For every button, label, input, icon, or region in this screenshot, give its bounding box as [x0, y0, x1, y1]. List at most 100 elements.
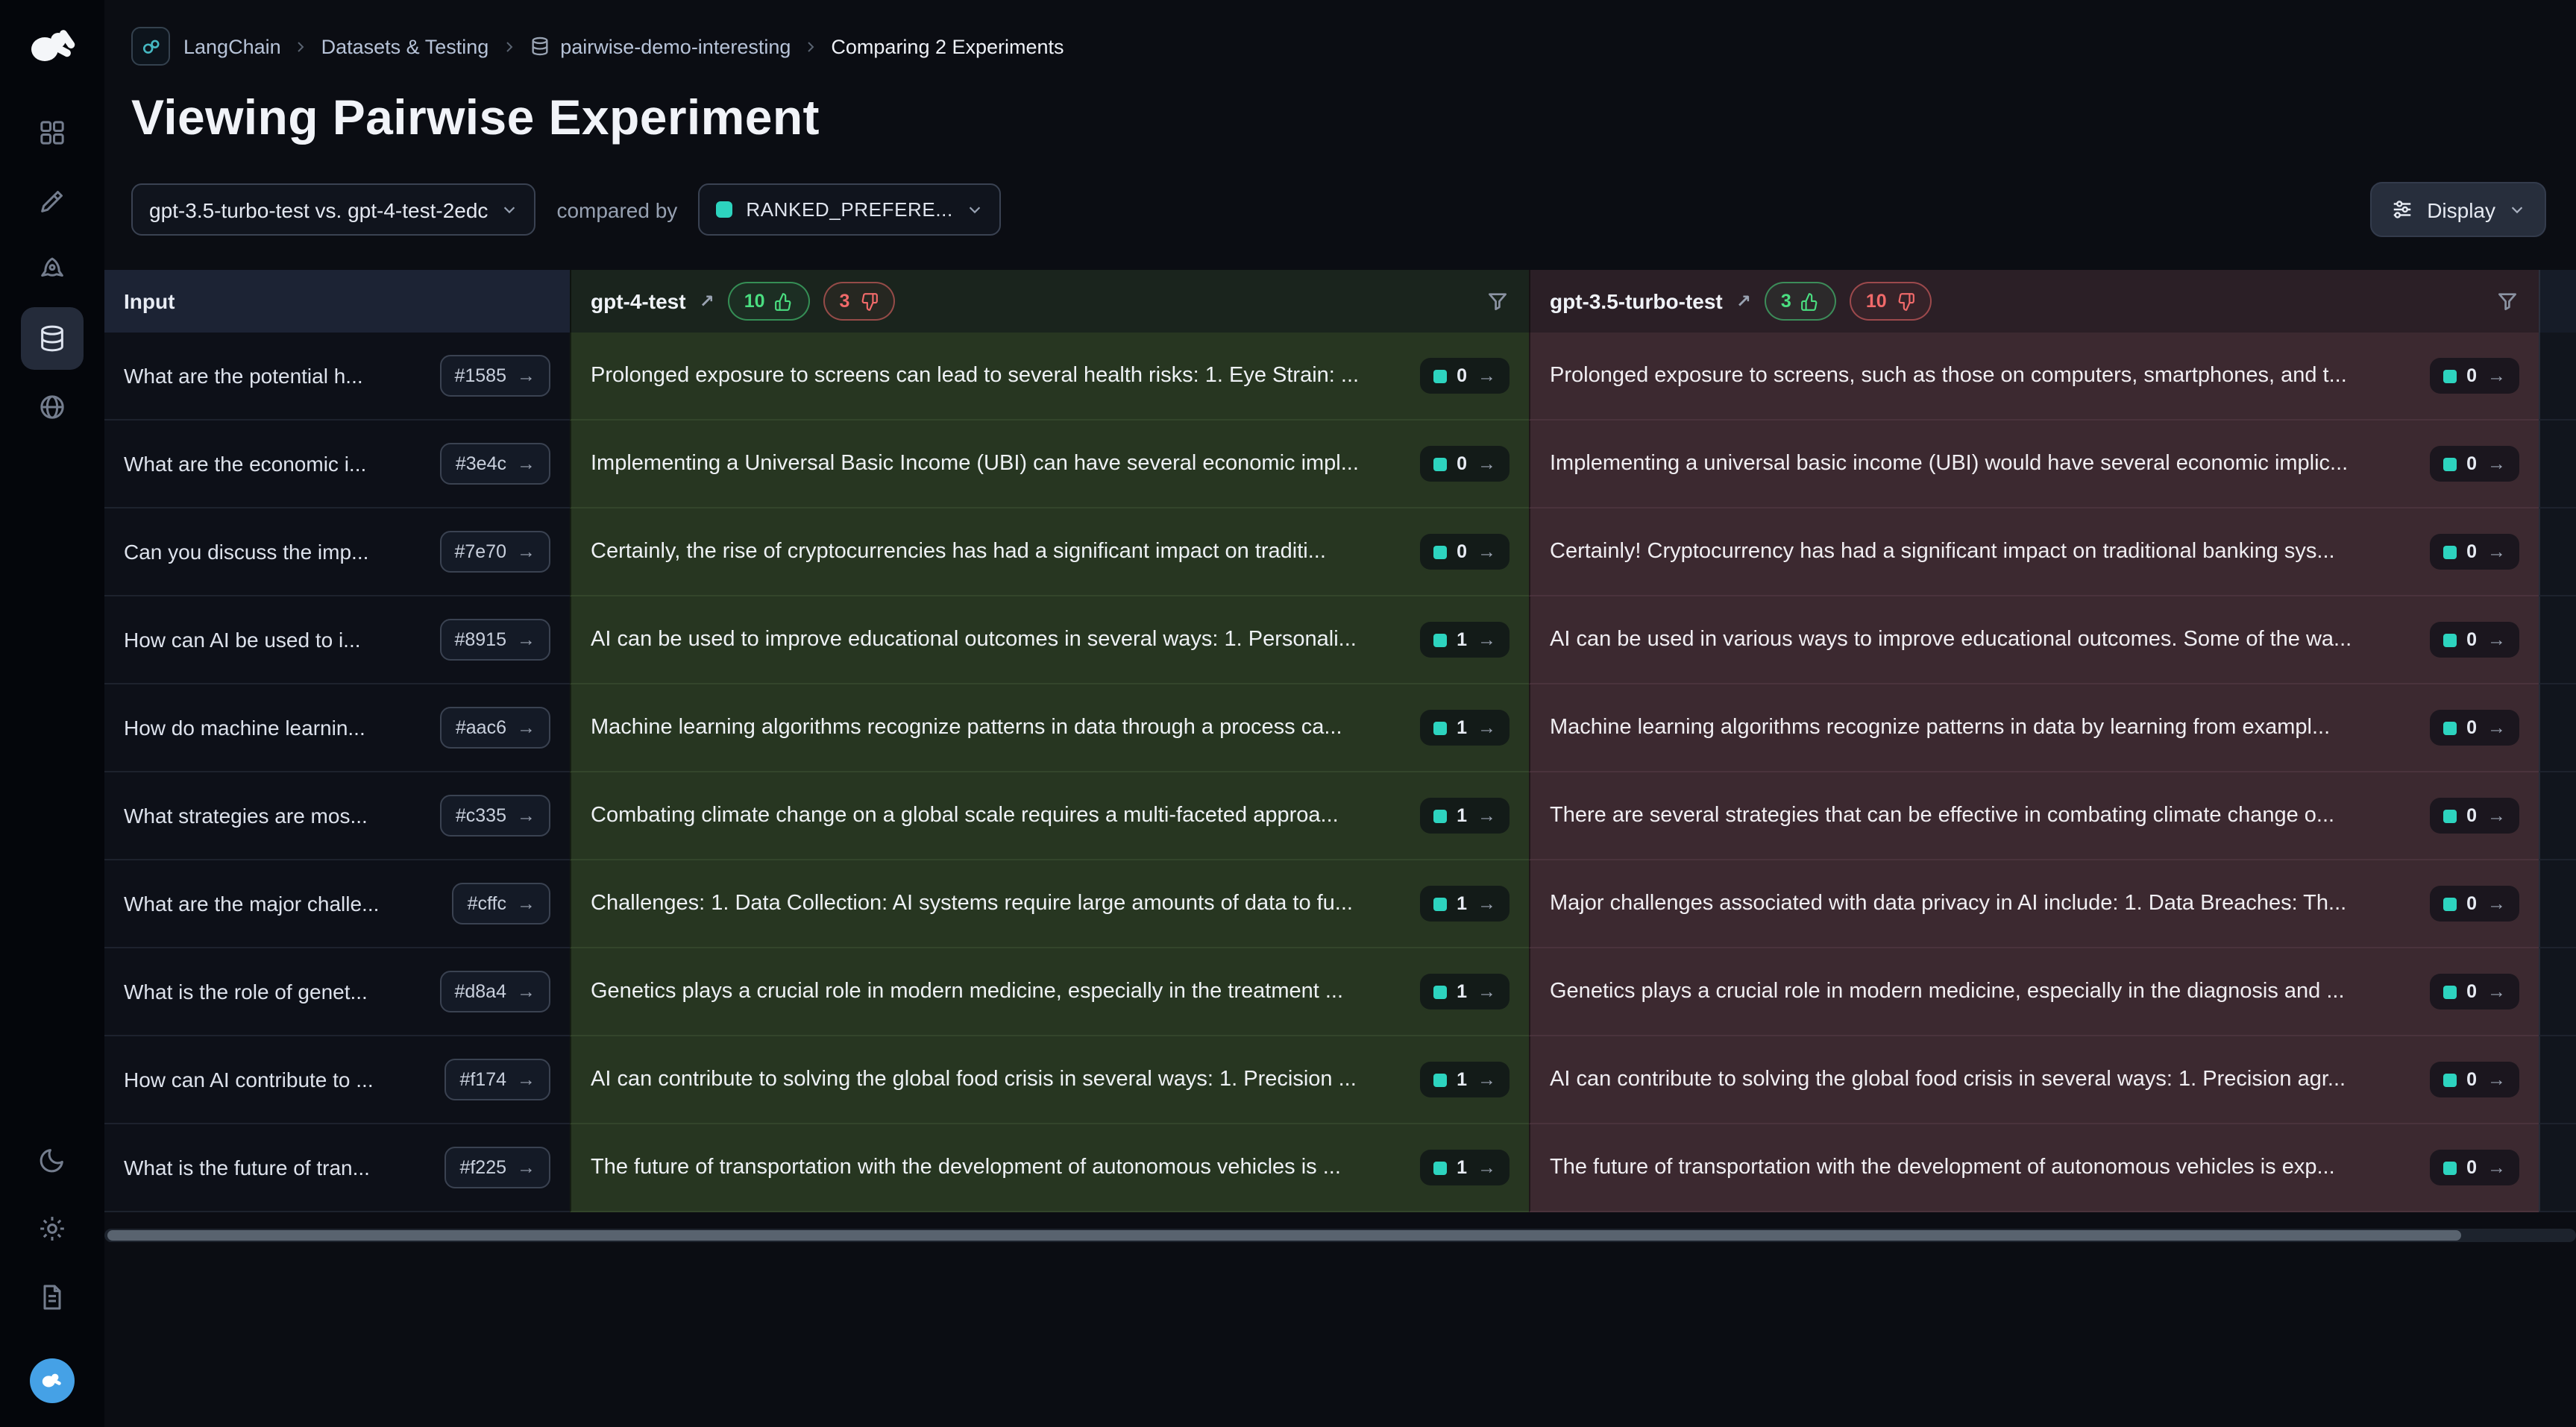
breadcrumb-item-datasets[interactable]: Datasets & Testing — [321, 35, 489, 57]
example-id-chip[interactable]: #7e70 — [439, 531, 550, 573]
gear-icon[interactable] — [21, 1197, 84, 1260]
experiment-b-thumbs-down-badge[interactable]: 10 — [1849, 282, 1932, 321]
experiment-b-score-pill[interactable]: 0 — [2429, 974, 2519, 1009]
feedback-key-swatch — [1433, 897, 1447, 910]
experiment-a-cell[interactable]: The future of transportation with the de… — [570, 1124, 1529, 1212]
experiment-a-score-pill[interactable]: 1 — [1419, 710, 1510, 746]
org-logo-chip[interactable] — [131, 27, 170, 66]
arrow-right-icon — [2487, 365, 2506, 386]
experiment-a-cell[interactable]: Implementing a Universal Basic Income (U… — [570, 420, 1529, 508]
experiment-pair-label: gpt-3.5-turbo-test vs. gpt-4-test-2edc — [149, 198, 489, 221]
feedback-key-select[interactable]: RANKED_PREFERE... — [698, 183, 1001, 236]
experiment-a-score-pill[interactable]: 1 — [1419, 886, 1510, 922]
experiment-a-score-pill[interactable]: 0 — [1419, 534, 1510, 570]
input-column-header: Input — [104, 270, 570, 333]
database-icon[interactable] — [21, 307, 84, 370]
example-id-chip[interactable]: #cffc — [452, 883, 550, 924]
globe-icon[interactable] — [21, 376, 84, 438]
experiment-pair-select[interactable]: gpt-3.5-turbo-test vs. gpt-4-test-2edc — [131, 183, 536, 236]
experiment-b-output-text: AI can contribute to solving the global … — [1550, 1068, 2346, 1091]
document-icon[interactable] — [21, 1266, 84, 1329]
experiment-a-cell[interactable]: Prolonged exposure to screens can lead t… — [570, 333, 1529, 420]
experiment-b-score-pill[interactable]: 0 — [2429, 1062, 2519, 1097]
table-row[interactable]: What are the economic i... #3e4c Impleme… — [104, 420, 2576, 508]
experiment-a-cell[interactable]: Machine learning algorithms recognize pa… — [570, 684, 1529, 772]
experiment-b-score-pill[interactable]: 0 — [2429, 358, 2519, 394]
example-id-chip[interactable]: #f174 — [444, 1059, 550, 1100]
next-column-sliver — [2539, 508, 2576, 596]
example-id-chip[interactable]: #d8a4 — [439, 971, 550, 1012]
filter-icon[interactable] — [2495, 289, 2519, 313]
table-row[interactable]: Can you discuss the imp... #7e70 Certain… — [104, 508, 2576, 596]
breadcrumb-item-langchain[interactable]: LangChain — [183, 35, 281, 57]
horizontal-scrollbar-thumb[interactable] — [107, 1230, 2461, 1241]
table-row[interactable]: How do machine learnin... #aac6 Machine … — [104, 684, 2576, 772]
experiment-a-score-pill[interactable]: 1 — [1419, 1062, 1510, 1097]
experiment-a-cell[interactable]: Genetics plays a crucial role in modern … — [570, 948, 1529, 1036]
experiment-a-cell[interactable]: Combating climate change on a global sca… — [570, 772, 1529, 860]
experiment-b-score-pill[interactable]: 0 — [2429, 798, 2519, 834]
table-row[interactable]: What is the future of tran... #f225 The … — [104, 1124, 2576, 1212]
experiment-b-cell[interactable]: There are several strategies that can be… — [1529, 772, 2539, 860]
experiment-a-name[interactable]: gpt-4-test — [591, 289, 686, 313]
experiment-a-score-pill[interactable]: 1 — [1419, 622, 1510, 658]
pencil-icon[interactable] — [21, 170, 84, 233]
experiment-b-score-pill[interactable]: 0 — [2429, 622, 2519, 658]
langsmith-logo[interactable] — [22, 24, 82, 72]
experiment-a-thumbs-down-badge[interactable]: 3 — [823, 282, 895, 321]
experiment-a-cell[interactable]: Challenges: 1. Data Collection: AI syste… — [570, 860, 1529, 948]
table-row[interactable]: What is the role of genet... #d8a4 Genet… — [104, 948, 2576, 1036]
experiment-b-score-pill[interactable]: 0 — [2429, 446, 2519, 482]
table-row[interactable]: How can AI be used to i... #8915 AI can … — [104, 596, 2576, 684]
experiment-b-cell[interactable]: Prolonged exposure to screens, such as t… — [1529, 333, 2539, 420]
feedback-key-swatch — [1433, 809, 1447, 822]
experiment-b-cell[interactable]: Implementing a universal basic income (U… — [1529, 420, 2539, 508]
experiment-a-score-pill[interactable]: 0 — [1419, 446, 1510, 482]
external-link-icon[interactable] — [1736, 291, 1751, 312]
example-id-chip[interactable]: #3e4c — [440, 443, 550, 485]
grid-icon[interactable] — [21, 101, 84, 164]
experiment-b-cell[interactable]: The future of transportation with the de… — [1529, 1124, 2539, 1212]
experiment-a-score-pill[interactable]: 0 — [1419, 358, 1510, 394]
example-id-chip[interactable]: #1585 — [439, 355, 550, 397]
experiment-b-cell[interactable]: Major challenges associated with data pr… — [1529, 860, 2539, 948]
example-id-chip[interactable]: #aac6 — [440, 707, 550, 749]
breadcrumb-item-dataset-name[interactable]: pairwise-demo-interesting — [529, 35, 791, 57]
experiment-b-thumbs-up-badge[interactable]: 3 — [1764, 282, 1836, 321]
external-link-icon[interactable] — [700, 291, 714, 312]
experiment-a-cell[interactable]: Certainly, the rise of cryptocurrencies … — [570, 508, 1529, 596]
experiment-b-cell[interactable]: AI can be used in various ways to improv… — [1529, 596, 2539, 684]
feedback-key-swatch — [2443, 1161, 2457, 1174]
table-row[interactable]: What strategies are mos... #c335 Combati… — [104, 772, 2576, 860]
rocket-icon[interactable] — [21, 239, 84, 301]
filter-icon[interactable] — [1486, 289, 1510, 313]
experiment-b-score-pill[interactable]: 0 — [2429, 710, 2519, 746]
thumbs-up-icon — [1800, 292, 1818, 310]
example-id-chip[interactable]: #f225 — [444, 1147, 550, 1188]
example-id-chip[interactable]: #8915 — [439, 619, 550, 661]
table-row[interactable]: What are the potential h... #1585 Prolon… — [104, 333, 2576, 420]
experiment-a-score-pill[interactable]: 1 — [1419, 798, 1510, 834]
experiment-b-score-pill[interactable]: 0 — [2429, 886, 2519, 922]
experiment-a-cell[interactable]: AI can contribute to solving the global … — [570, 1036, 1529, 1124]
example-id-chip[interactable]: #c335 — [440, 795, 550, 837]
arrow-right-icon — [2487, 717, 2506, 738]
experiment-b-name[interactable]: gpt-3.5-turbo-test — [1550, 289, 1723, 313]
user-avatar[interactable] — [30, 1358, 75, 1403]
table-row[interactable]: What are the major challe... #cffc Chall… — [104, 860, 2576, 948]
experiment-a-thumbs-up-badge[interactable]: 10 — [727, 282, 810, 321]
display-button[interactable]: Display — [2370, 182, 2546, 237]
moon-icon[interactable] — [21, 1129, 84, 1191]
experiment-a-cell[interactable]: AI can be used to improve educational ou… — [570, 596, 1529, 684]
experiment-a-score-pill[interactable]: 1 — [1419, 1150, 1510, 1185]
experiment-b-score-pill[interactable]: 0 — [2429, 534, 2519, 570]
experiment-b-cell[interactable]: AI can contribute to solving the global … — [1529, 1036, 2539, 1124]
experiment-b-cell[interactable]: Machine learning algorithms recognize pa… — [1529, 684, 2539, 772]
experiment-b-cell[interactable]: Certainly! Cryptocurrency has had a sign… — [1529, 508, 2539, 596]
experiment-a-score-pill[interactable]: 1 — [1419, 974, 1510, 1009]
feedback-key-swatch — [1433, 369, 1447, 382]
next-column-sliver — [2539, 270, 2576, 333]
experiment-b-score-pill[interactable]: 0 — [2429, 1150, 2519, 1185]
experiment-b-cell[interactable]: Genetics plays a crucial role in modern … — [1529, 948, 2539, 1036]
table-row[interactable]: How can AI contribute to ... #f174 AI ca… — [104, 1036, 2576, 1124]
